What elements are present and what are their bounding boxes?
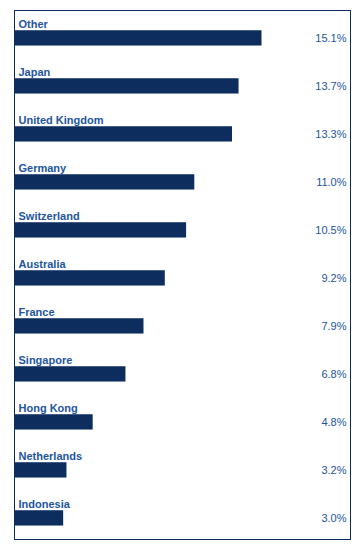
- svg-text:Australia: Australia: [19, 258, 67, 270]
- svg-text:7.9%: 7.9%: [321, 320, 346, 332]
- svg-text:6.8%: 6.8%: [321, 368, 346, 380]
- svg-text:Germany: Germany: [19, 162, 68, 174]
- svg-text:Indonesia: Indonesia: [19, 498, 71, 510]
- svg-text:3.2%: 3.2%: [321, 464, 346, 476]
- svg-text:Hong Kong: Hong Kong: [19, 402, 78, 414]
- svg-text:9.2%: 9.2%: [321, 272, 346, 284]
- svg-text:10.5%: 10.5%: [315, 224, 346, 236]
- svg-text:France: France: [19, 306, 55, 318]
- svg-text:Switzerland: Switzerland: [19, 210, 80, 222]
- svg-text:Japan: Japan: [19, 66, 51, 78]
- svg-text:11.0%: 11.0%: [316, 176, 347, 188]
- svg-text:United Kingdom: United Kingdom: [19, 114, 104, 126]
- svg-text:Singapore: Singapore: [19, 354, 73, 366]
- svg-text:15.1%: 15.1%: [315, 32, 346, 44]
- svg-text:3.0%: 3.0%: [321, 512, 346, 524]
- svg-text:Netherlands: Netherlands: [19, 450, 83, 462]
- svg-text:4.8%: 4.8%: [321, 416, 346, 428]
- svg-text:13.3%: 13.3%: [315, 128, 346, 140]
- svg-text:13.7%: 13.7%: [315, 80, 346, 92]
- svg-text:Other: Other: [19, 18, 49, 30]
